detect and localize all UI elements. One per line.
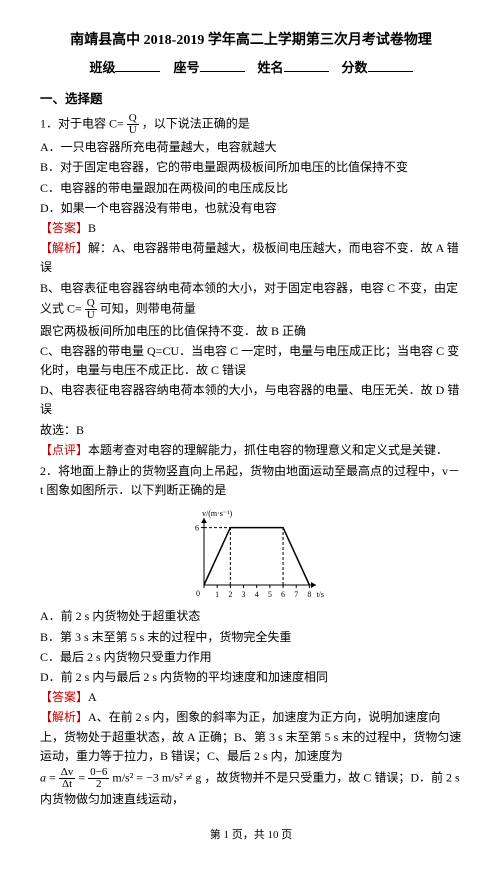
q1-point: 【点评】本题考查对电容的理解能力，抓住电容的物理意义和定义式是关键． [40,441,462,460]
label-score: 分数 [342,60,368,75]
svg-text:4: 4 [255,590,259,599]
q1-exp-label: 【解析】 [40,241,88,255]
svg-text:7: 7 [294,590,298,599]
blank-seat [200,58,245,72]
svg-text:6: 6 [195,524,199,533]
q2-ans-label: 【答案】 [40,690,88,704]
q2-answer: 【答案】A [40,688,462,707]
q2-opt-d: D．前 2 s 内与最后 2 s 内货物的平均速度和加速度相同 [40,668,462,687]
q1-pt-label: 【点评】 [40,443,88,457]
q1-stem-b: ，以下说法正确的是 [142,116,250,130]
q1-ans-val: B [88,221,96,235]
header-fields: 班级 座号 姓名 分数 [40,58,462,79]
q1-stem-a: 1．对于电容 C= [40,116,124,130]
svg-text:6: 6 [281,590,285,599]
blank-name [284,58,329,72]
q1-frac2: QU [85,298,97,321]
q1-stem: 1．对于电容 C= QU ，以下说法正确的是 [40,113,462,136]
blank-score [368,58,413,72]
q2-exp-label: 【解析】 [40,710,88,724]
label-name: 姓名 [258,60,284,75]
q1-exp6: 故选：B [40,421,462,440]
q2-frac1: ΔvΔt [59,767,76,790]
q1-exp-row1: 【解析】解：A、电容器带电荷量越大，极板间电压越大，而电容不变．故 A 错误 [40,239,462,277]
q1-opt-b: B．对于固定电容器，它的带电量跟两极板间所加电压的比值保持不变 [40,158,462,177]
q1-exp4: C、电容器的带电量 Q=CU．当电容 C 一定时，电量与电压成正比；当电容 C … [40,342,462,380]
q1-opt-c: C．电容器的带电量跟加在两极间的电压成反比 [40,179,462,198]
q2-exp-block: 【解析】A、在前 2 s 内，图象的斜率为正，加速度为正方向，说明加速度向上，货… [40,708,462,766]
label-seat: 座号 [173,60,199,75]
page-footer: 第 1 页，共 10 页 [40,827,462,845]
q1-frac2-d: U [85,310,97,321]
q2-ans-val: A [88,690,97,704]
q2-eq: a = ΔvΔt = 0−62 m/s² = −3 m/s² ≠ g ，故货物并… [40,767,462,809]
q1-frac2-n: Q [85,298,97,310]
svg-text:5: 5 [268,590,272,599]
svg-text:3: 3 [242,590,246,599]
svg-text:1: 1 [215,590,219,599]
svg-text:v/(m·s⁻¹): v/(m·s⁻¹) [202,509,233,518]
q1-exp3: 跟它两极板间所加电压的比值保持不变．故 B 正确 [40,322,462,341]
q1-opt-a: A．一只电容器所充电荷量越大，电容就越大 [40,138,462,157]
svg-text:0: 0 [196,589,200,598]
q2-exp1: A、在前 2 s 内，图象的斜率为正，加速度为正方向，说明加速度向上，货物处于超… [40,710,461,762]
q2-opt-b: B．第 3 s 末至第 5 s 末的过程中，货物完全失重 [40,628,462,647]
q1-exp2b: 可知，则带电荷量 [100,301,196,315]
svg-text:t/s: t/s [316,590,324,599]
q1-frac-d: U [127,125,139,136]
vt-chart: 1234567806v/(m·s⁻¹)t/s [176,506,326,601]
q1-frac: QU [127,113,139,136]
q1-opt-d: D．如果一个电容器没有带电，也就没有电容 [40,199,462,218]
q1-exp-row2: B、电容表征电容器容纳电荷本领的大小，对于固定电容器，电容 C 不变，由定义式 … [40,279,462,321]
q2-stem: 2．将地面上静止的货物竖直向上吊起，货物由地面运动至最高点的过程中，v－t 图象… [40,462,462,500]
q2-opt-c: C．最后 2 s 内货物只受重力作用 [40,648,462,667]
q2-opt-a: A．前 2 s 内货物处于超重状态 [40,607,462,626]
svg-text:8: 8 [307,590,311,599]
q2-frac2: 0−62 [88,767,109,790]
q1-exp5: D、电容表征电容器容纳电荷本领的大小，与电容器的电量、电压无关．故 D 错误 [40,381,462,419]
q1-pt: 本题考查对电容的理解能力，抓住电容的物理意义和定义式是关键． [88,443,448,457]
section-1-head: 一、选择题 [40,89,462,109]
label-class: 班级 [89,60,115,75]
doc-title: 南靖县高中 2018-2019 学年高二上学期第三次月考试卷物理 [40,30,462,52]
q1-ans-label: 【答案】 [40,221,88,235]
svg-text:2: 2 [228,590,232,599]
blank-class [115,58,160,72]
q1-exp1: 解：A、电容器带电荷量越大，极板间电压越大，而电容不变．故 A 错误 [40,241,459,274]
q1-answer: 【答案】B [40,219,462,238]
